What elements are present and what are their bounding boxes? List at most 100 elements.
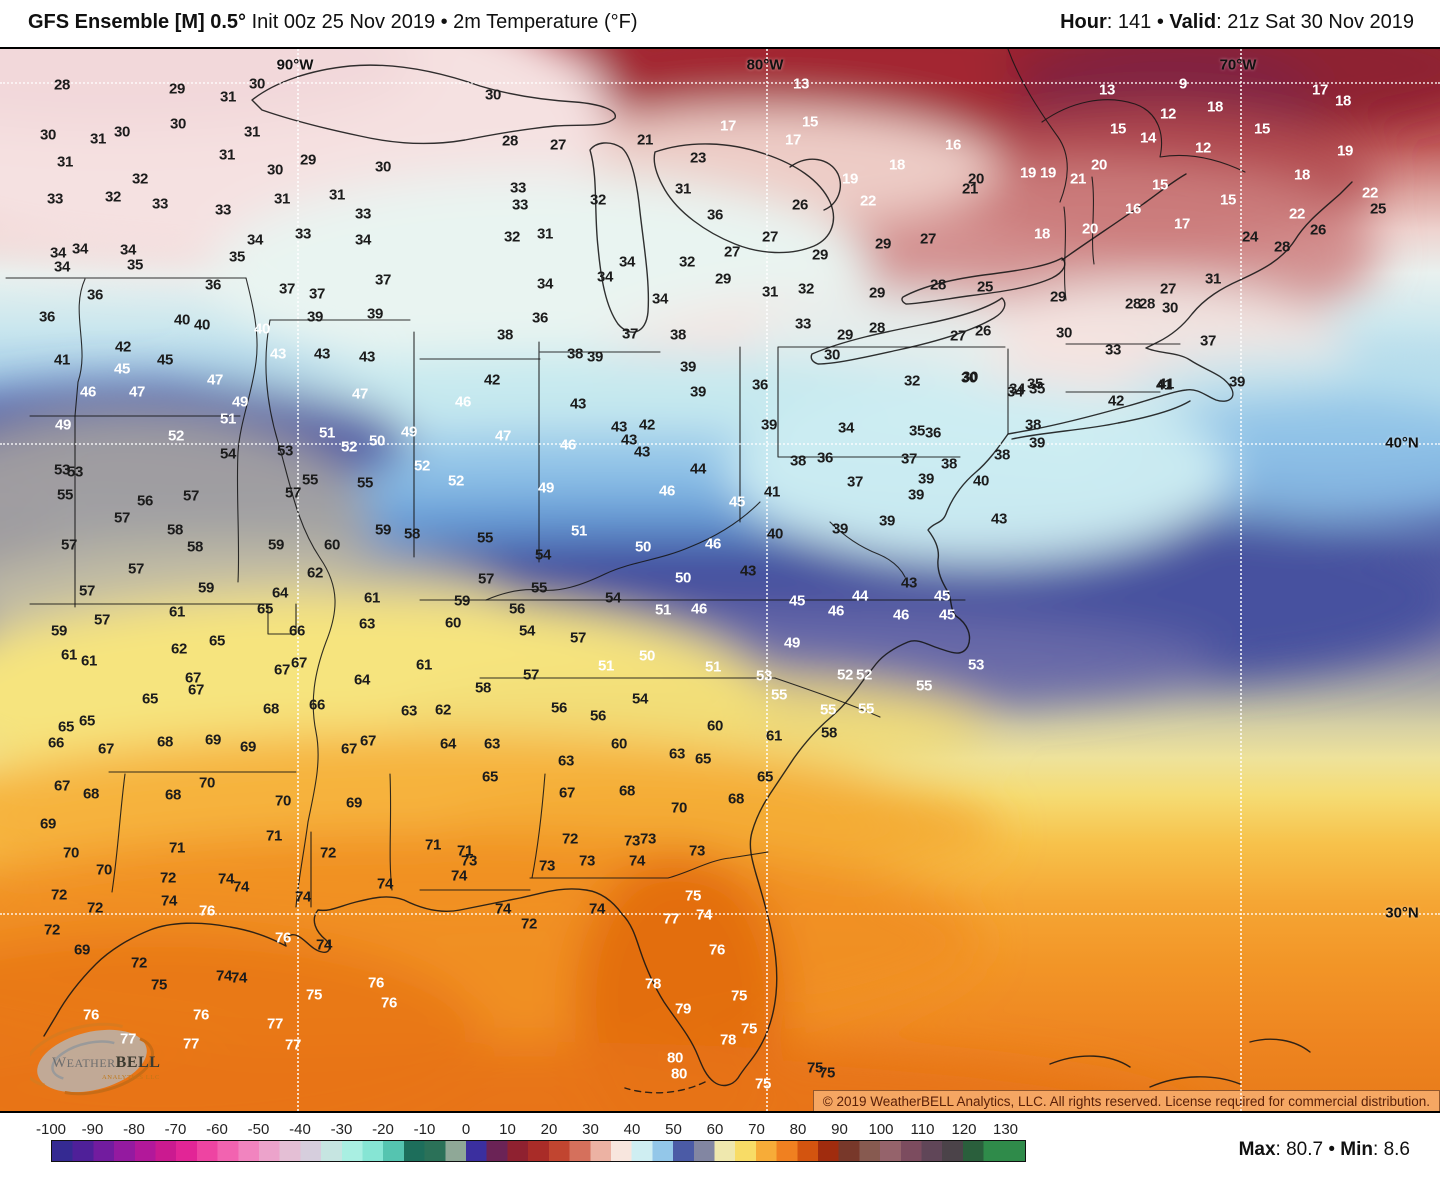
temp-label: 19 (1039, 164, 1057, 182)
temp-label: 76 (192, 1006, 210, 1024)
temp-label: 67 (97, 740, 115, 758)
temp-label: 18 (1334, 92, 1352, 110)
temp-label: 52 (447, 472, 465, 490)
temp-label: 26 (791, 196, 809, 214)
temp-label: 74 (232, 878, 250, 896)
temp-label: 70 (198, 774, 216, 792)
temp-label: 38 (496, 326, 514, 344)
temp-label: 76 (82, 1006, 100, 1024)
temp-label: 70 (670, 799, 688, 817)
temp-label: 75 (754, 1075, 772, 1093)
temp-label: 45 (788, 592, 806, 610)
temp-label: 74 (315, 936, 333, 954)
temp-label: 57 (182, 487, 200, 505)
temp-label: 27 (549, 136, 567, 154)
temp-label: 17 (1173, 215, 1191, 233)
max-value: : 80.7 (1275, 1139, 1329, 1160)
lake-michigan (589, 142, 650, 333)
temp-label: 55 (915, 677, 933, 695)
temp-label: 31 (674, 180, 692, 198)
temp-label: 47 (351, 385, 369, 403)
temp-label: 23 (689, 149, 707, 167)
temp-label: 55 (530, 579, 548, 597)
colorbar-tick: 30 (582, 1121, 599, 1138)
temp-label: 69 (73, 941, 91, 959)
temp-label: 76 (274, 929, 292, 947)
temp-label: 44 (851, 587, 869, 605)
temp-label: 33 (151, 195, 169, 213)
temp-label: 65 (141, 690, 159, 708)
temp-label: 39 (1228, 373, 1246, 391)
state-borders (5, 49, 1246, 908)
temp-label: 37 (374, 271, 392, 289)
temp-label: 53 (66, 463, 84, 481)
colorbar-tick: 60 (706, 1121, 724, 1138)
temp-label: 36 (531, 309, 549, 327)
temp-label: 46 (559, 436, 577, 454)
temp-label: 64 (439, 735, 457, 753)
temp-label: 51 (219, 410, 237, 428)
temp-label: 30 (1161, 299, 1179, 317)
temp-label: 74 (450, 867, 468, 885)
temp-label: 72 (319, 844, 337, 862)
temp-label: 12 (1159, 105, 1177, 123)
temp-label: 54 (534, 546, 552, 564)
temp-label: 34 (651, 290, 669, 308)
temp-label: 43 (620, 431, 638, 449)
temp-label: 36 (816, 449, 834, 467)
temp-label: 28 (929, 276, 947, 294)
temp-label: 40 (193, 316, 211, 334)
temp-label: 28 (868, 319, 886, 337)
temp-label: 20 (1081, 220, 1099, 238)
temp-label: 72 (130, 954, 148, 972)
temp-label: 74 (217, 870, 235, 888)
temp-label: 52 (855, 666, 873, 684)
temp-label: 65 (57, 718, 75, 736)
long-island (1011, 400, 1191, 440)
temp-label: 39 (366, 305, 384, 323)
temp-label: 51 (570, 522, 588, 540)
colorbar-tick: -90 (81, 1121, 104, 1138)
colorbar (51, 1140, 1027, 1162)
temp-label: 77 (284, 1036, 302, 1054)
temp-label: 21 (1069, 170, 1087, 188)
temp-label: 45 (156, 351, 174, 369)
temp-label: 65 (481, 768, 499, 786)
temp-label: 33 (511, 196, 529, 214)
temp-label: 39 (831, 520, 849, 538)
temp-label: 37 (1199, 332, 1217, 350)
temp-label: 49 (783, 634, 801, 652)
temp-label: 40 (766, 525, 784, 543)
temp-label: 59 (453, 592, 471, 610)
temp-label: 36 (204, 276, 222, 294)
temp-label: 31 (56, 153, 74, 171)
temp-label: 30 (484, 86, 502, 104)
temp-label: 76 (198, 902, 216, 920)
temp-label: 34 (119, 241, 137, 259)
temp-label: 33 (294, 225, 312, 243)
temp-label: 57 (284, 484, 302, 502)
graticule-meridian (766, 49, 768, 1111)
temp-label: 27 (723, 243, 741, 261)
temp-label: 17 (1311, 81, 1329, 99)
temp-label: 55 (301, 471, 319, 489)
temp-label: 77 (119, 1030, 137, 1048)
temp-label: 35 (126, 256, 144, 274)
temp-label: 14 (1139, 129, 1157, 147)
temp-label: 63 (483, 735, 501, 753)
temp-label: 20 (967, 170, 985, 188)
temp-label: 57 (522, 666, 540, 684)
temp-label: 37 (621, 325, 639, 343)
temp-label: 41 (1155, 376, 1173, 394)
temp-label: 67 (187, 681, 205, 699)
temp-label: 43 (990, 510, 1008, 528)
temp-label: 42 (638, 416, 656, 434)
temp-label: 72 (520, 915, 538, 933)
temp-label: 32 (903, 372, 921, 390)
temp-label: 60 (444, 614, 462, 632)
temp-label: 69 (204, 731, 222, 749)
temp-label: 34 (618, 253, 636, 271)
temp-label: 39 (679, 358, 697, 376)
temp-label: 63 (668, 745, 686, 763)
